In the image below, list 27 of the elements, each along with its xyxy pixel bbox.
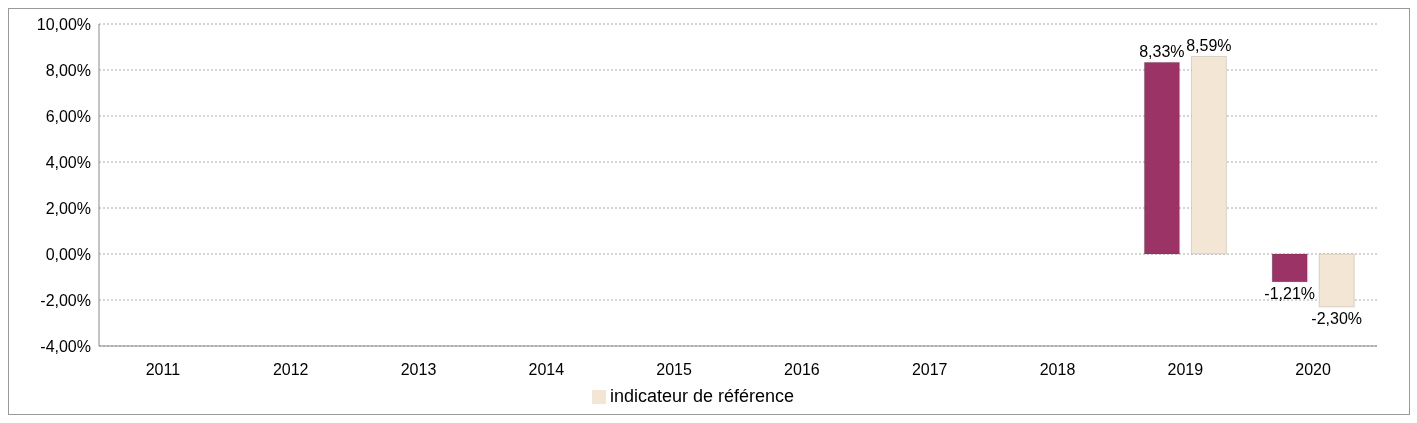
y-tick-label: 8,00% <box>45 61 91 79</box>
data-label: 8,59% <box>1186 37 1232 55</box>
y-tick-label: 4,00% <box>45 153 91 171</box>
data-label: -2,30% <box>1311 309 1363 327</box>
data-label: 8,33% <box>1139 43 1185 61</box>
y-tick-label: 6,00% <box>45 107 91 125</box>
x-tick-label: 2020 <box>1295 361 1331 379</box>
y-tick-label: -4,00% <box>40 337 91 355</box>
legend-label: indicateur de référence <box>609 386 795 406</box>
x-tick-label: 2013 <box>400 361 437 379</box>
x-tick-label: 2016 <box>784 361 820 379</box>
x-tick-label: 2015 <box>656 361 692 379</box>
bar <box>1318 253 1355 308</box>
data-label: -1,21% <box>1264 284 1316 302</box>
bar <box>1190 55 1227 255</box>
y-tick-label: 0,00% <box>45 245 91 263</box>
y-tick-label: -2,00% <box>40 291 91 309</box>
x-tick-label: 2014 <box>528 361 565 379</box>
x-tick-label: 2019 <box>1167 361 1204 379</box>
y-tick-label: 10,00% <box>36 15 91 33</box>
x-tick-label: 2018 <box>1039 361 1076 379</box>
y-tick-label: 2,00% <box>45 199 91 217</box>
x-tick-label: 2011 <box>145 361 181 379</box>
bar <box>1143 61 1180 255</box>
x-tick-label: 2012 <box>272 361 309 379</box>
bar <box>1271 253 1308 283</box>
x-tick-label: 2017 <box>911 361 948 379</box>
